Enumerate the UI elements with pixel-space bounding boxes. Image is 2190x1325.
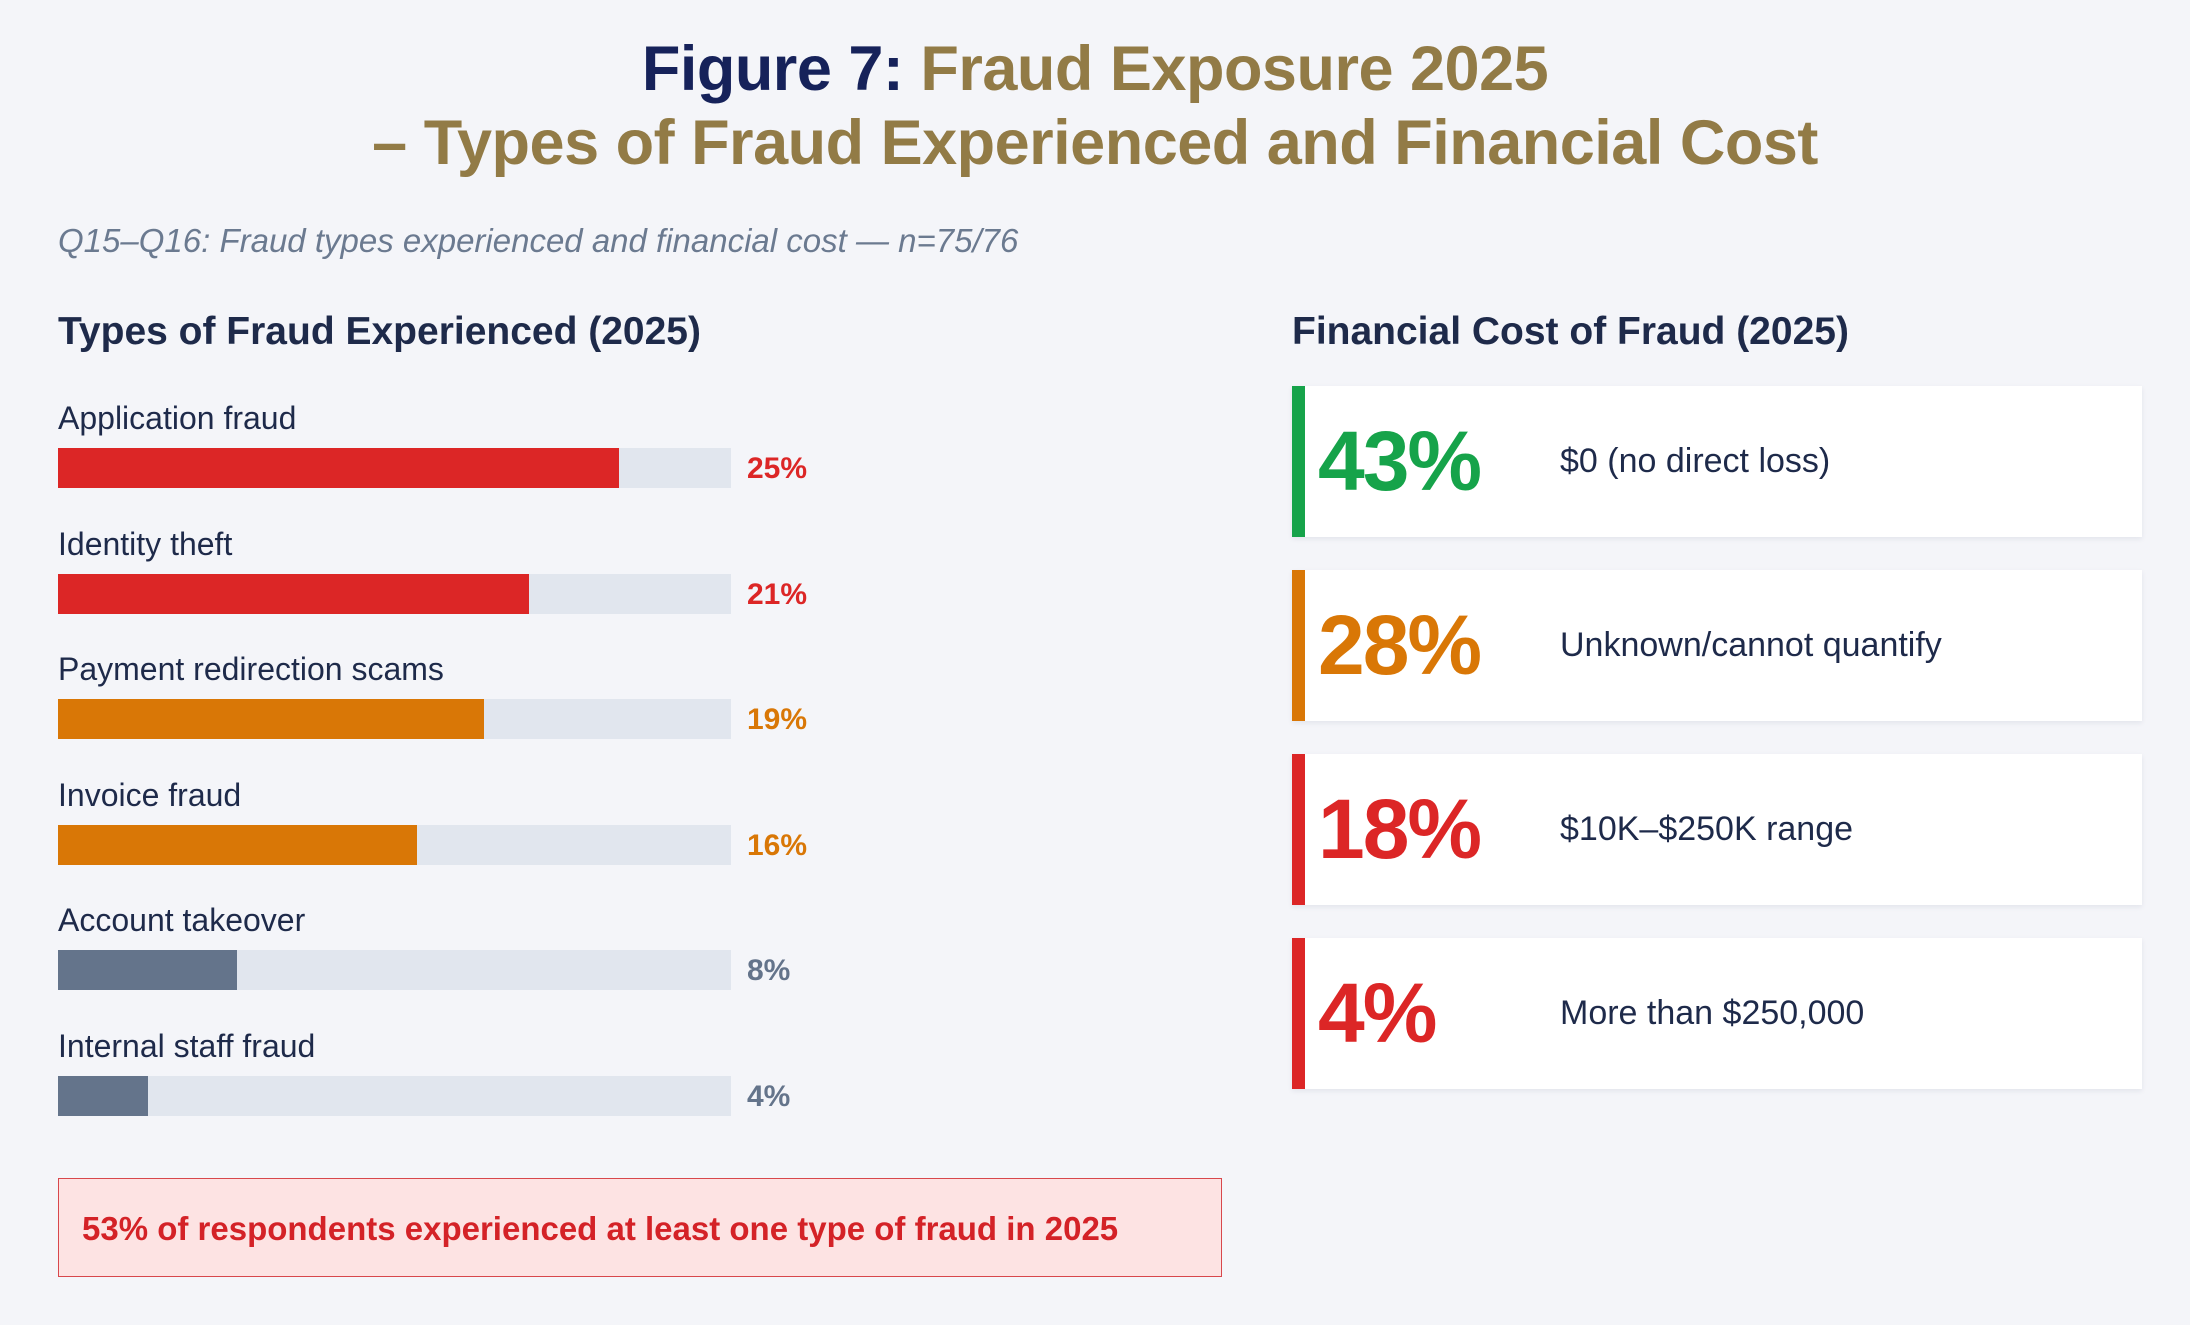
title-line-1: Figure 7: Fraud Exposure 2025 [0,32,2190,106]
bar-row: Account takeover 8% [58,902,858,1027]
bar-value-label: 8% [747,954,791,987]
cost-label: More than $250,000 [1560,994,1865,1032]
figure-number: Figure 7: [641,34,904,104]
cost-accent-bar [1292,570,1305,721]
financial-cost-heading: Financial Cost of Fraud (2025) [1292,310,1849,353]
bar-row: Identity theft 21% [58,526,858,651]
bar-row: Internal staff fraud 4% [58,1028,858,1153]
bar-row: Payment redirection scams 19% [58,651,858,776]
bar [58,1075,148,1116]
summary-callout: 53% of respondents experienced at least … [58,1178,1222,1277]
cost-label: Unknown/cannot quantify [1560,626,1942,664]
cost-label: $10K–$250K range [1560,810,1854,848]
cost-card: 18% $10K–$250K range [1292,754,2142,905]
bar-row: Invoice fraud 16% [58,777,858,902]
bar-value-label: 16% [747,828,808,862]
cost-accent-bar [1292,386,1305,537]
bar-value-label: 19% [747,703,808,736]
bar [58,448,619,488]
callout-text: 53% of respondents experienced at least … [82,1210,1119,1247]
figure-title: Figure 7: Fraud Exposure 2025 – Types of… [0,32,2190,180]
bar-track [58,824,731,865]
bar-value-label: 4% [747,1079,791,1113]
bar-track [58,573,731,614]
cost-card: 4% More than $250,000 [1292,938,2142,1089]
fraud-types-heading: Types of Fraud Experienced (2025) [58,310,701,353]
bar [58,950,238,990]
cost-percentage: 28% [1318,598,1482,692]
cost-card: 28% Unknown/cannot quantify [1292,570,2142,721]
bar-label: Account takeover [58,902,306,938]
cost-percentage: 4% [1318,966,1437,1060]
bar-row: Application fraud 25% [58,400,858,525]
title-line-2: – Types of Fraud Experienced and Financi… [372,108,1818,178]
bar-label: Application fraud [58,400,297,436]
bar-label: Internal staff fraud [58,1027,316,1064]
cost-label: $0 (no direct loss) [1560,442,1831,480]
bar-track [58,1075,731,1116]
bar [58,573,530,614]
bar-label: Invoice fraud [58,776,242,813]
bar-track [58,699,731,739]
bar [58,699,485,739]
title-main: Fraud Exposure 2025 [920,34,1549,104]
cost-percentage: 18% [1318,782,1482,876]
cost-card: 43% $0 (no direct loss) [1292,386,2142,537]
cost-accent-bar [1292,754,1305,905]
bar [58,824,417,865]
cost-percentage: 43% [1318,414,1482,508]
bar-label: Identity theft [58,525,233,562]
bar-track [58,950,731,990]
subtitle: Q15–Q16: Fraud types experienced and fin… [58,222,1019,259]
cost-accent-bar [1292,938,1305,1089]
bar-label: Payment redirection scams [58,651,444,687]
bar-track [58,448,731,488]
bar-value-label: 21% [747,577,808,611]
bar-value-label: 25% [747,452,808,485]
